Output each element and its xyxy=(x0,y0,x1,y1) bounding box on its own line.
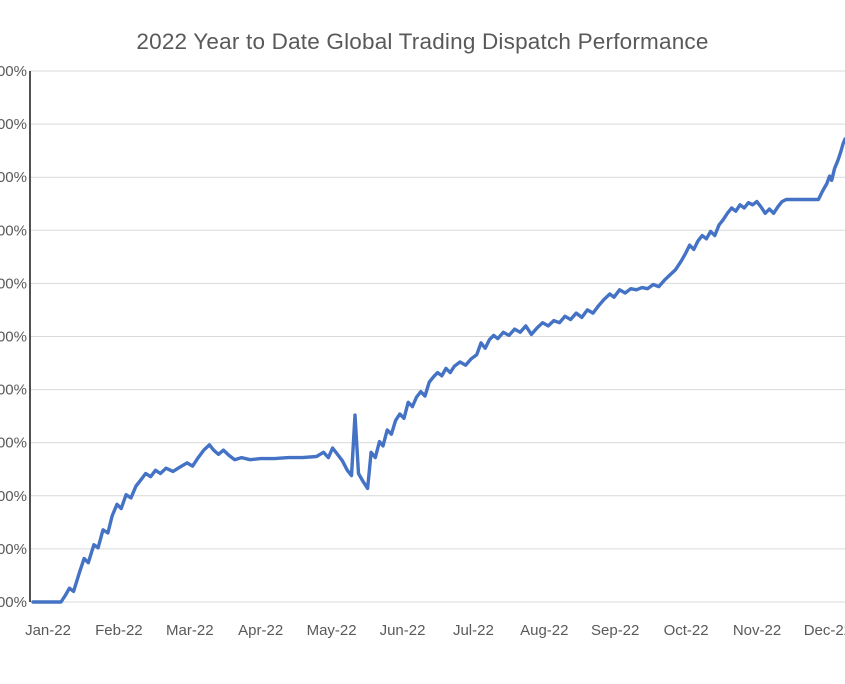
gridlines xyxy=(30,70,845,603)
x-axis-tick-label: Mar-22 xyxy=(166,622,214,639)
x-axis-tick-label: May-22 xyxy=(307,622,357,639)
y-axis-tick-label: 00% xyxy=(0,222,27,239)
y-axis-tick-label: 00% xyxy=(0,594,27,611)
chart-title: 2022 Year to Date Global Trading Dispatc… xyxy=(136,29,709,54)
x-axis-tick-label: Jan-22 xyxy=(25,622,71,639)
x-axis-tick-label: Aug-22 xyxy=(520,622,568,639)
x-axis-tick-label: Apr-22 xyxy=(238,622,283,639)
y-axis-tick-label: 00% xyxy=(0,488,27,505)
x-axis-tick-label: Sep-22 xyxy=(591,622,639,639)
y-axis-tick-label: 00% xyxy=(0,116,27,133)
x-axis-tick-label: Jun-22 xyxy=(380,622,426,639)
x-axis-tick-label: Oct-22 xyxy=(664,622,709,639)
y-axis-tick-label: 00% xyxy=(0,382,27,399)
performance-line-series xyxy=(31,137,845,604)
y-axis-tick-label: 00% xyxy=(0,541,27,558)
y-axis-tick-label: 00% xyxy=(0,63,27,80)
y-axis-tick-label: 00% xyxy=(0,329,27,346)
y-axis-tick-label: 00% xyxy=(0,275,27,292)
x-axis-tick-label: Nov-22 xyxy=(733,622,781,639)
x-axis-tick-label: Dec-22 xyxy=(804,622,845,639)
x-axis-tick-labels: Jan-22 Feb-22 Mar-22 Apr-22 May-22 Jun-22 Jul-… xyxy=(25,622,845,639)
x-axis-tick-label: Feb-22 xyxy=(95,622,143,639)
y-axis-tick-labels: 00% 00% 00% 00% 00% 00% 00% 00% 00% 00% 00% xyxy=(0,63,27,611)
y-axis-tick-label: 00% xyxy=(0,435,27,452)
x-axis-tick-label: Jul-22 xyxy=(453,622,494,639)
y-axis-tick-label: 00% xyxy=(0,169,27,186)
